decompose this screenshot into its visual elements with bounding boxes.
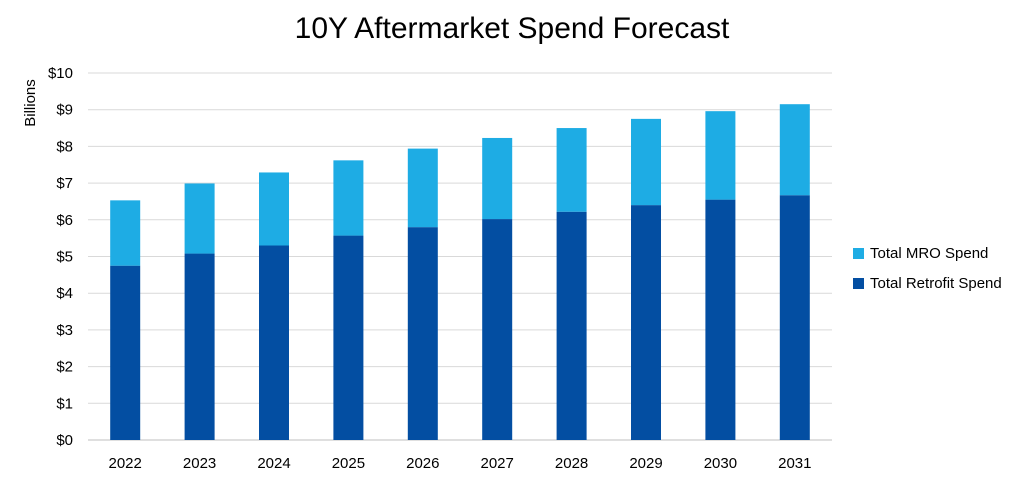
bar-segment-mro-2028 — [556, 128, 587, 212]
legend-label: Total MRO Spend — [870, 244, 989, 262]
y-tick-label: $3 — [56, 322, 73, 339]
bar-segment-retrofit-2023 — [184, 253, 215, 440]
bar-segment-mro-2022 — [110, 200, 141, 266]
y-axis-label: Billions — [22, 79, 39, 127]
bar-segment-mro-2027 — [482, 137, 513, 220]
legend-swatch — [853, 277, 864, 289]
bar-segment-mro-2025 — [333, 160, 364, 236]
bar-segment-retrofit-2028 — [556, 211, 587, 440]
legend-item: Total Retrofit Spend — [853, 273, 1002, 293]
bar-segment-retrofit-2026 — [407, 227, 438, 440]
bar-segment-mro-2026 — [407, 148, 438, 228]
bar-segment-mro-2030 — [705, 111, 736, 200]
legend-item: Total MRO Spend — [853, 243, 1002, 263]
x-tick-label: 2025 — [332, 455, 365, 472]
y-tick-label: $10 — [48, 65, 73, 82]
y-tick-label: $5 — [56, 249, 73, 266]
bar-segment-retrofit-2022 — [110, 265, 141, 440]
bar-segment-retrofit-2025 — [333, 235, 364, 440]
y-tick-label: $9 — [56, 102, 73, 119]
x-tick-label: 2029 — [629, 455, 662, 472]
x-tick-label: 2023 — [183, 455, 216, 472]
y-tick-label: $6 — [56, 212, 73, 229]
bar-segment-mro-2029 — [631, 118, 661, 206]
bar-segment-retrofit-2029 — [631, 205, 661, 440]
y-tick-label: $7 — [56, 175, 73, 192]
x-tick-label: 2031 — [778, 455, 811, 472]
bar-segment-mro-2031 — [779, 104, 810, 196]
chart-title: 10Y Aftermarket Spend Forecast — [294, 12, 730, 45]
bar-segment-retrofit-2031 — [779, 195, 810, 440]
bar-segment-retrofit-2024 — [259, 245, 289, 440]
bar-segment-mro-2023 — [184, 183, 215, 254]
bar-segment-mro-2024 — [259, 172, 289, 246]
x-tick-label: 2027 — [481, 455, 514, 472]
legend: Total MRO Spend Total Retrofit Spend — [853, 243, 1002, 303]
x-tick-label: 2024 — [257, 455, 290, 472]
y-tick-label: $4 — [56, 285, 73, 302]
x-tick-label: 2028 — [555, 455, 588, 472]
y-tick-label: $8 — [56, 138, 73, 155]
y-tick-label: $2 — [56, 359, 73, 376]
bar-segment-retrofit-2027 — [482, 219, 513, 440]
bar-segment-retrofit-2030 — [705, 199, 736, 440]
legend-label: Total Retrofit Spend — [870, 274, 1002, 292]
x-tick-label: 2030 — [704, 455, 737, 472]
y-tick-label: $1 — [56, 395, 73, 412]
x-tick-label: 2026 — [406, 455, 439, 472]
y-tick-label: $0 — [56, 432, 73, 449]
legend-swatch — [853, 247, 864, 259]
x-tick-label: 2022 — [109, 455, 142, 472]
